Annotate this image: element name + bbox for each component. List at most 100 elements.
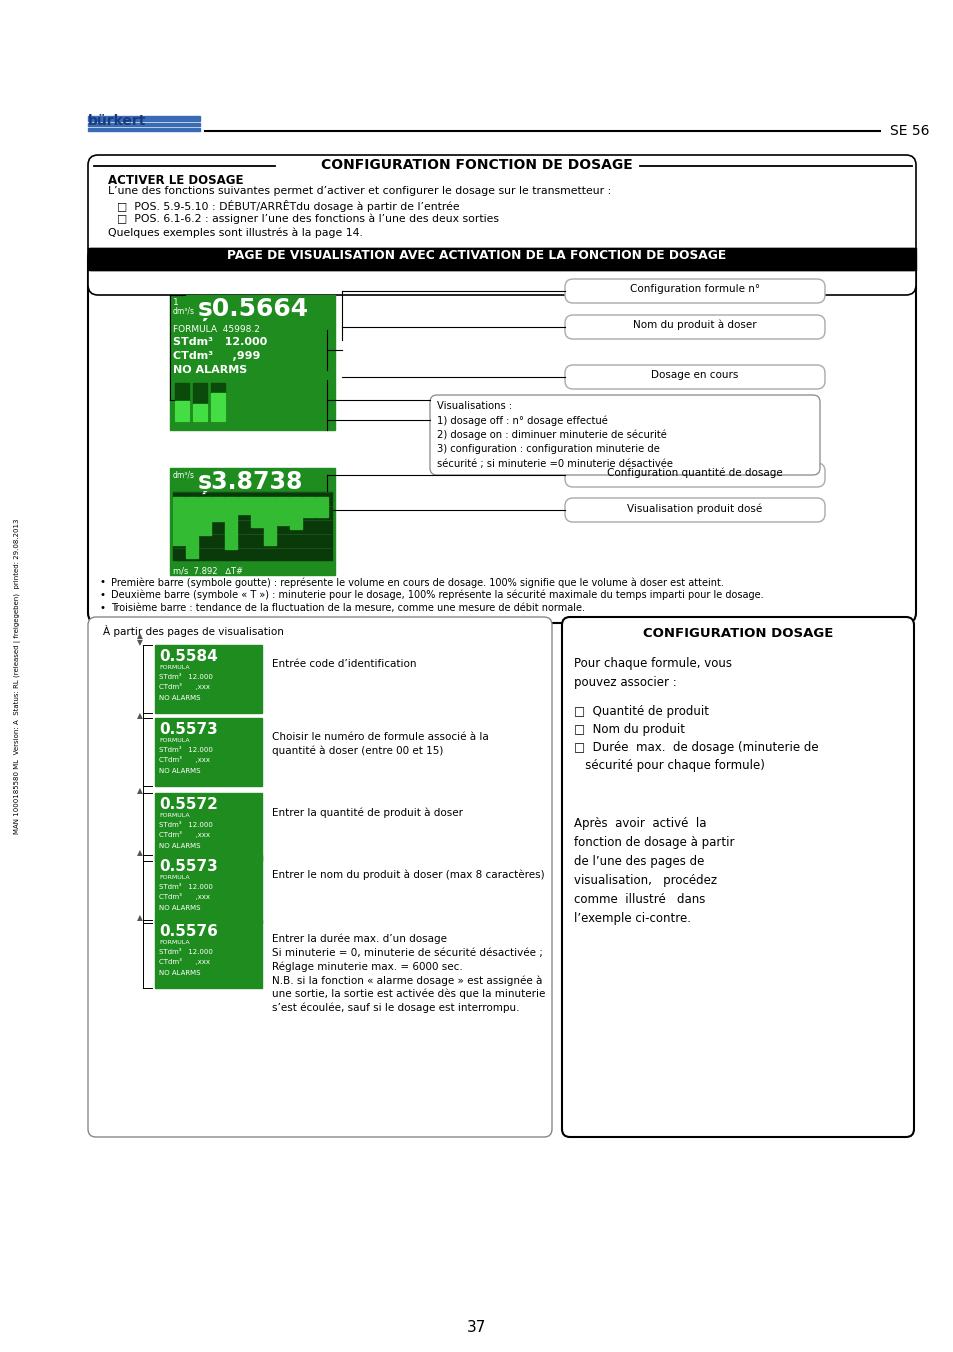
Text: ▲: ▲	[137, 913, 143, 922]
Bar	[199, 498, 211, 535]
FancyBboxPatch shape	[564, 498, 824, 522]
Text: ș3.8738: ș3.8738	[198, 470, 303, 493]
Text: ș0.5664: ș0.5664	[198, 297, 309, 320]
FancyBboxPatch shape	[88, 617, 552, 1137]
FancyBboxPatch shape	[564, 315, 824, 339]
Text: 0.5573: 0.5573	[159, 722, 217, 737]
Text: ▼: ▼	[137, 638, 143, 648]
FancyBboxPatch shape	[564, 365, 824, 389]
Text: ▲: ▲	[137, 786, 143, 795]
Text: Choisir le numéro de formule associé à la
quantité à doser (entre 00 et 15): Choisir le numéro de formule associé à l…	[272, 731, 488, 756]
Text: CTdm³      ,xxx: CTdm³ ,xxx	[159, 894, 210, 900]
Text: FLUID CONTROL SYSTEMS: FLUID CONTROL SYSTEMS	[88, 128, 152, 132]
Text: ▲: ▲	[137, 711, 143, 721]
Bar	[88, 116, 200, 120]
Text: NO ALARMS: NO ALARMS	[172, 365, 247, 375]
Text: CONFIGURATION DOSAGE: CONFIGURATION DOSAGE	[642, 627, 832, 639]
Text: À partir des pages de visualisation: À partir des pages de visualisation	[103, 625, 284, 637]
Text: PAGE DE VISUALISATION AVEC ACTIVATION DE LA FONCTION DE DOSAGE: PAGE DE VISUALISATION AVEC ACTIVATION DE…	[227, 249, 726, 262]
Text: CTdm³      ,xxx: CTdm³ ,xxx	[159, 756, 210, 763]
Text: □  POS. 6.1-6.2 : assigner l’une des fonctions à l’une des deux sorties: □ POS. 6.1-6.2 : assigner l’une des fonc…	[117, 214, 498, 224]
Text: BACK: BACK	[157, 718, 177, 727]
Text: Configuration quantité de dosage: Configuration quantité de dosage	[606, 468, 782, 479]
Text: 37: 37	[467, 1320, 486, 1334]
Bar	[186, 498, 198, 558]
Text: STdm³   12.000: STdm³ 12.000	[172, 337, 267, 347]
Text: PAGE DE VISUALISATION AVEC ACTIVATION DE LA FONCTION DE DOSAGE: PAGE DE VISUALISATION AVEC ACTIVATION DE…	[227, 249, 726, 262]
Text: CTdm³      ,xxx: CTdm³ ,xxx	[159, 959, 210, 965]
Bar	[88, 128, 200, 131]
Bar	[88, 247, 915, 270]
Text: •: •	[100, 589, 106, 600]
Bar	[211, 393, 225, 420]
Text: Visualisation produit dosé: Visualisation produit dosé	[627, 503, 761, 514]
Text: FORMULA: FORMULA	[159, 875, 190, 880]
Bar	[170, 295, 335, 430]
Bar	[174, 383, 189, 420]
Bar	[154, 718, 262, 786]
Bar	[154, 854, 262, 923]
Text: 1: 1	[172, 297, 178, 307]
Text: ▲: ▲	[137, 848, 143, 857]
Text: Entrer la durée max. d’un dosage
Si minuterie = 0, minuterie de sécurité désacti: Entrer la durée max. d’un dosage Si minu…	[272, 934, 545, 1013]
Text: Après  avoir  activé  la
fonction de dosage à partir
de l’une des pages de
visua: Après avoir activé la fonction de dosage…	[574, 817, 734, 925]
Text: STdm³   12.000: STdm³ 12.000	[159, 748, 213, 753]
Text: □  POS. 5.9-5.10 : DÉBUT/ARRÊTdu dosage à partir de l’entrée: □ POS. 5.9-5.10 : DÉBUT/ARRÊTdu dosage à…	[117, 200, 459, 212]
Bar	[251, 498, 263, 527]
Text: CTdm³      ,xxx: CTdm³ ,xxx	[159, 683, 210, 690]
Text: Troisième barre : tendance de la fluctuation de la mesure, comme une mesure de d: Troisième barre : tendance de la fluctua…	[111, 603, 584, 612]
Bar	[170, 468, 335, 575]
Bar	[276, 498, 289, 525]
Text: CTdm³     ,999: CTdm³ ,999	[172, 352, 260, 361]
Text: □  Durée  max.  de dosage (minuterie de
   sécurité pour chaque formule): □ Durée max. de dosage (minuterie de séc…	[574, 741, 818, 772]
Text: Entrée code d’identification: Entrée code d’identification	[272, 658, 416, 669]
Text: m/s  7.892   ∆T#: m/s 7.892 ∆T#	[172, 566, 243, 576]
FancyBboxPatch shape	[88, 247, 915, 623]
Bar	[172, 492, 332, 560]
Text: FORMULA: FORMULA	[159, 940, 190, 945]
Text: STdm³   12.000: STdm³ 12.000	[159, 675, 213, 680]
Text: Dosage en cours: Dosage en cours	[651, 370, 738, 380]
Text: STdm³   12.000: STdm³ 12.000	[159, 822, 213, 827]
Bar	[315, 498, 328, 516]
Bar	[154, 645, 262, 713]
Text: Quelques exemples sont illustrés à la page 14.: Quelques exemples sont illustrés à la pa…	[108, 228, 362, 238]
Text: CTdm³      ,xxx: CTdm³ ,xxx	[159, 831, 210, 838]
Bar	[90, 247, 913, 270]
Text: dm³/s: dm³/s	[172, 470, 194, 480]
Text: Deuxième barre (symbole « T ») : minuterie pour le dosage, 100% représente la sé: Deuxième barre (symbole « T ») : minuter…	[111, 589, 762, 600]
Text: NO ALARMS: NO ALARMS	[159, 695, 200, 700]
Bar	[237, 498, 250, 514]
Bar	[211, 383, 225, 420]
Text: NO ALARMS: NO ALARMS	[159, 904, 200, 911]
Text: Entrer la quantité de produit à doser: Entrer la quantité de produit à doser	[272, 807, 462, 818]
Text: bürkert: bürkert	[88, 114, 146, 128]
Bar	[88, 123, 200, 126]
Text: NO ALARMS: NO ALARMS	[159, 969, 200, 976]
Text: Entrer le nom du produit à doser (max 8 caractères): Entrer le nom du produit à doser (max 8 …	[272, 869, 544, 880]
Text: FORMULA: FORMULA	[159, 665, 190, 671]
Bar	[154, 794, 262, 861]
Text: 0.5572: 0.5572	[159, 796, 217, 813]
Text: STdm³   12.000: STdm³ 12.000	[159, 884, 213, 890]
Text: NO ALARMS: NO ALARMS	[159, 768, 200, 773]
Text: Nom du produit à doser: Nom du produit à doser	[633, 320, 756, 330]
Text: ▲: ▲	[137, 631, 143, 639]
Bar	[154, 919, 262, 988]
Bar	[290, 498, 302, 529]
Bar	[212, 498, 224, 521]
Text: Configuration formule n°: Configuration formule n°	[629, 284, 760, 293]
FancyBboxPatch shape	[564, 462, 824, 487]
FancyBboxPatch shape	[88, 155, 915, 295]
Text: •: •	[100, 577, 106, 587]
Bar	[174, 402, 189, 420]
Text: CONFIGURATION FONCTION DE DOSAGE: CONFIGURATION FONCTION DE DOSAGE	[321, 158, 632, 172]
Text: □  Quantité de produit: □ Quantité de produit	[574, 704, 708, 718]
Bar	[172, 498, 185, 545]
FancyBboxPatch shape	[430, 395, 820, 475]
Text: Pour chaque formule, vous
pouvez associer :: Pour chaque formule, vous pouvez associe…	[574, 657, 731, 690]
Text: 0.5584: 0.5584	[159, 649, 217, 664]
Text: FORMULA  45998.2: FORMULA 45998.2	[172, 324, 259, 334]
Text: FORMULA: FORMULA	[159, 738, 190, 744]
Bar	[264, 498, 275, 545]
